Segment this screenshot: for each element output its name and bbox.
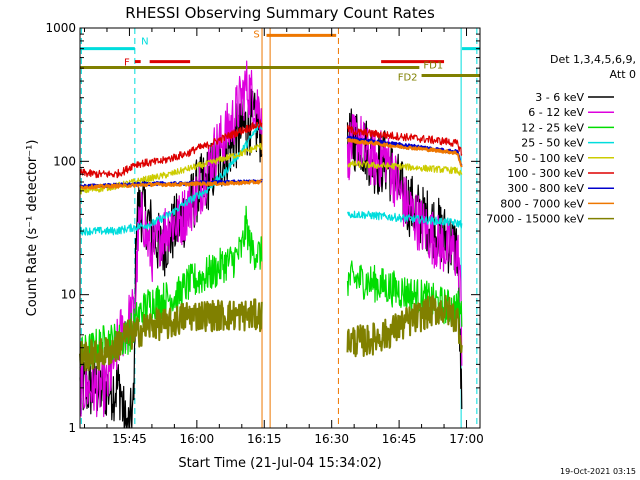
legend: Det 1,3,4,5,6,9, Att 0 3 - 6 keV 6 - 12 k… <box>486 53 636 226</box>
y-tick-label-100: 100 <box>53 154 76 168</box>
x-tick-label-16-15: 16:15 <box>247 432 282 446</box>
x-tick-label-17-00: 17:00 <box>449 432 484 446</box>
x-tick-label-16-45: 16:45 <box>382 432 417 446</box>
legend-label-3-6-kev: 3 - 6 keV <box>535 91 584 104</box>
x-tick-label-15-45: 15:45 <box>112 432 147 446</box>
legend-header-line-2: Att 0 <box>610 68 636 81</box>
x-tick-label-16-30: 16:30 <box>314 432 349 446</box>
y-axis-label: Count Rate (s⁻¹ detector⁻¹) <box>25 140 40 317</box>
y-tick-label-10: 10 <box>61 288 76 302</box>
series-line-7000-15000-kev <box>79 294 463 372</box>
legend-label-800-7000-kev: 800 - 7000 keV <box>500 197 584 210</box>
flag-label-fd1: FD1 <box>423 61 443 72</box>
flag-label-s: S <box>253 29 259 40</box>
flag-label-fd2: FD2 <box>398 73 418 84</box>
legend-label-7000-15000-kev: 7000 - 15000 keV <box>486 213 584 226</box>
series-line-25-50-kev <box>79 123 463 236</box>
legend-label-25-50-kev: 25 - 50 keV <box>521 137 584 150</box>
chart-title: RHESSI Observing Summary Count Rates <box>125 4 435 22</box>
legend-label-300-800-kev: 300 - 800 keV <box>507 182 584 195</box>
series-line-100-300-kev <box>79 119 463 179</box>
y-tick-label-1: 1 <box>68 421 76 435</box>
plot-frame <box>79 27 481 429</box>
series-line-800-7000-kev <box>79 138 463 190</box>
flag-label-n: N <box>141 37 148 48</box>
legend-header-line-1: Det 1,3,4,5,6,9, <box>550 53 636 66</box>
flag-label-f: F <box>124 58 130 69</box>
series-line-50-100-kev <box>79 143 463 195</box>
legend-label-12-25-kev: 12 - 25 keV <box>521 121 584 134</box>
footer-date: 19-Oct-2021 03:15 <box>560 467 636 476</box>
x-tick-label-16-00: 16:00 <box>180 432 215 446</box>
legend-label-50-100-kev: 50 - 100 keV <box>514 152 584 165</box>
x-axis-label: Start Time (21-Jul-04 15:34:02) <box>178 456 381 471</box>
legend-label-100-300-kev: 100 - 300 keV <box>507 167 584 180</box>
legend-label-6-12-kev: 6 - 12 keV <box>528 106 584 119</box>
y-tick-label-1000: 1000 <box>45 21 76 35</box>
